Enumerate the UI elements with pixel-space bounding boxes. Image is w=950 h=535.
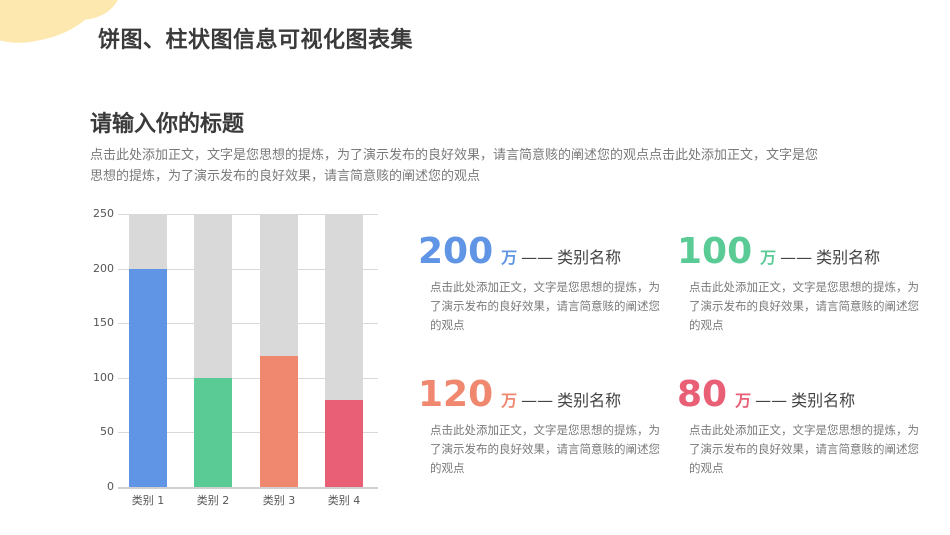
- stat-description: 点击此处添加正文，文字是您思想的提炼，为了演示发布的良好效果，请言简意赅的阐述您…: [430, 423, 660, 475]
- y-axis-tick: 250: [93, 207, 114, 220]
- bar: [129, 268, 167, 487]
- section-title: 请输入你的标题: [90, 112, 245, 137]
- stat-unit: 万: [735, 391, 752, 410]
- stat-category-name: 类别名称: [557, 391, 622, 410]
- decorative-blob-small: [40, 0, 120, 20]
- bar: [194, 377, 232, 487]
- stat-card-3: 120 万 —— 类别名称 点击此处添加正文，文字是您思想的提炼，为了演示发布的…: [418, 374, 660, 478]
- stat-unit: 万: [501, 391, 518, 410]
- stat-unit: 万: [501, 248, 518, 267]
- stat-category-name: 类别名称: [816, 248, 881, 267]
- stat-value: 200: [418, 231, 494, 272]
- stat-category-name: 类别名称: [557, 248, 622, 267]
- y-axis-tick: 200: [93, 261, 114, 275]
- x-axis-label: 类别 3: [262, 494, 296, 507]
- stat-value: 120: [418, 374, 494, 415]
- gridline: [118, 377, 378, 379]
- y-axis-tick: 100: [93, 370, 114, 384]
- section-description: 点击此处添加正文，文字是您思想的提炼，为了演示发布的良好效果，请言简意赅的阐述您…: [90, 148, 819, 184]
- stat-value: 80: [677, 374, 728, 415]
- stat-card-4: 80 万 —— 类别名称 点击此处添加正文，文字是您思想的提炼，为了演示发布的良…: [677, 374, 919, 478]
- bar: [260, 355, 298, 487]
- stat-description: 点击此处添加正文，文字是您思想的提炼，为了演示发布的良好效果，请言简意赅的阐述您…: [689, 423, 919, 475]
- y-axis-tick: 50: [100, 425, 114, 439]
- y-axis-tick: 150: [93, 316, 114, 330]
- dash-separator: ——: [521, 391, 554, 410]
- gridline: [118, 487, 378, 489]
- y-axis-tick: 0: [107, 480, 114, 493]
- page-title: 饼图、柱状图信息可视化图表集: [98, 28, 414, 53]
- x-axis-label: 类别 1: [131, 494, 165, 507]
- x-axis-label: 类别 2: [196, 494, 230, 507]
- stat-unit: 万: [760, 248, 777, 267]
- dash-separator: ——: [755, 391, 788, 410]
- stat-description: 点击此处添加正文，文字是您思想的提炼，为了演示发布的良好效果，请言简意赅的阐述您…: [430, 280, 660, 332]
- stat-value: 100: [677, 231, 753, 272]
- dash-separator: ——: [521, 248, 554, 267]
- bar-chart: 0 50 100 150 200 250 类别 1 类别 2 类别 3 类别 4: [84, 206, 384, 511]
- gridline: [118, 323, 378, 325]
- bar: [325, 399, 363, 487]
- stat-card-1: 200 万 —— 类别名称 点击此处添加正文，文字是您思想的提炼，为了演示发布的…: [418, 231, 660, 335]
- x-axis-label: 类别 4: [327, 494, 361, 507]
- stat-card-2: 100 万 —— 类别名称 点击此处添加正文，文字是您思想的提炼，为了演示发布的…: [677, 231, 919, 335]
- gridline: [118, 268, 378, 270]
- dash-separator: ——: [780, 248, 813, 267]
- gridline: [118, 214, 378, 215]
- gridline: [118, 432, 378, 434]
- stat-description: 点击此处添加正文，文字是您思想的提炼，为了演示发布的良好效果，请言简意赅的阐述您…: [689, 280, 919, 332]
- stat-category-name: 类别名称: [791, 391, 856, 410]
